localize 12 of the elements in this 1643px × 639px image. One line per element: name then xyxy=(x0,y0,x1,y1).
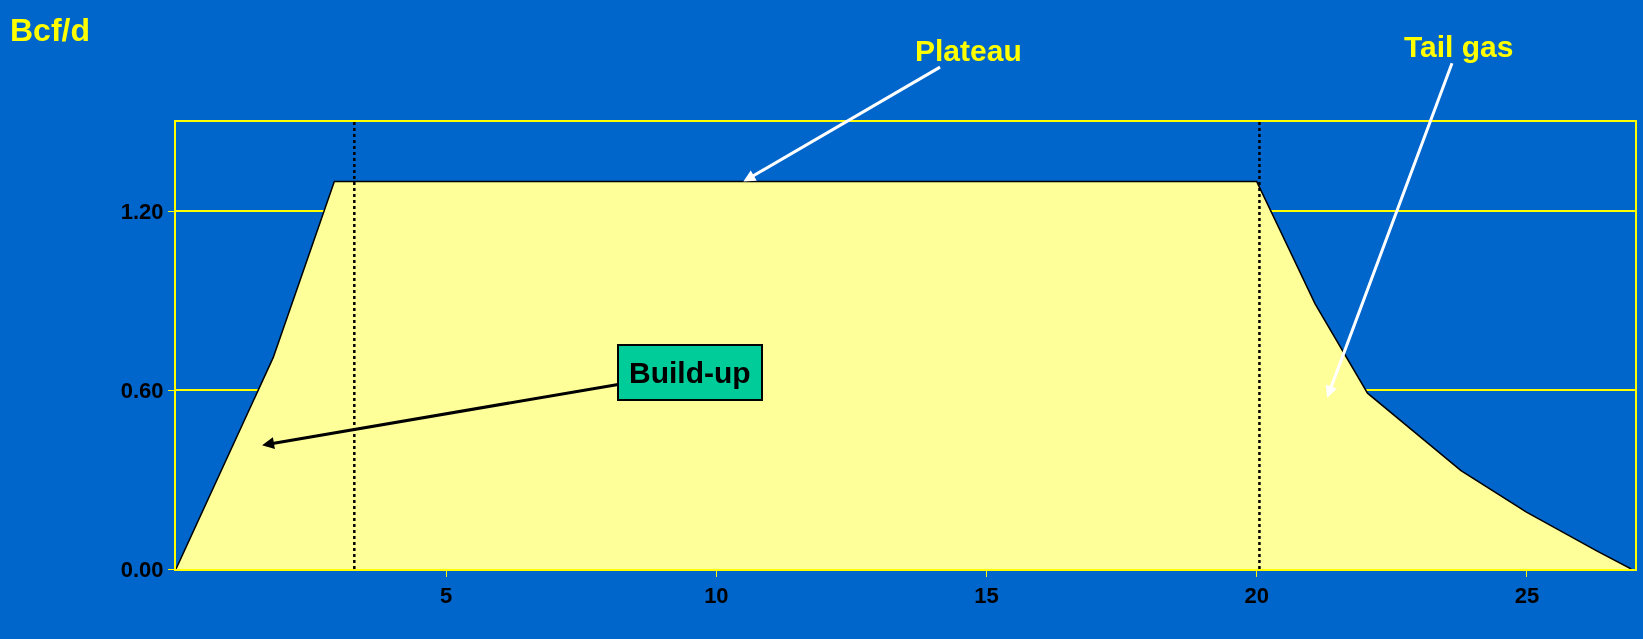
x-tick-label: 10 xyxy=(704,583,729,609)
x-tick-label: 25 xyxy=(1514,583,1540,609)
y-tick-label: 0.00 xyxy=(120,556,164,582)
x-tick-label: 20 xyxy=(1244,583,1269,609)
y-tick-label: 1.20 xyxy=(120,199,164,225)
x-tick-label: 5 xyxy=(440,583,453,609)
x-tick-label: 15 xyxy=(974,583,999,609)
text: Tail gas xyxy=(1404,30,1514,63)
annotation: Build-up xyxy=(629,356,751,389)
y-axis-title: Bcf/d xyxy=(10,12,90,48)
annotation: Plateau xyxy=(915,34,1022,67)
y-tick-label: 0.60 xyxy=(120,377,164,403)
